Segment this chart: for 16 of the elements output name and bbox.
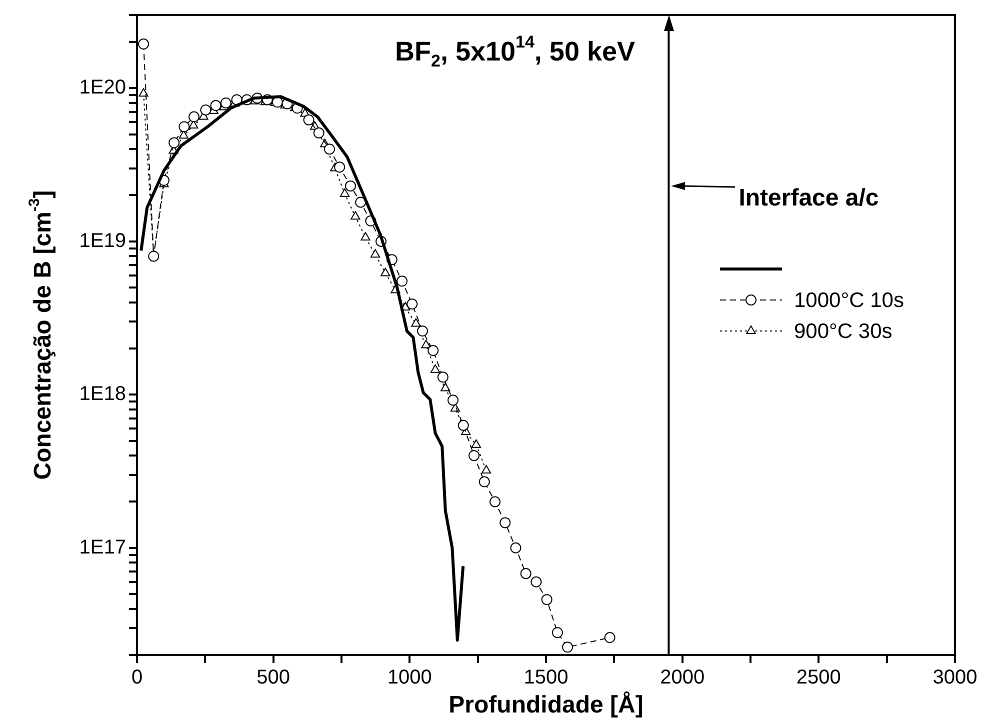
annotation: Interface a/c bbox=[738, 184, 879, 212]
x-tick-label: 1500 bbox=[524, 666, 568, 689]
y-tick-label: 1E18 bbox=[79, 383, 126, 406]
x-tick-label: 2000 bbox=[660, 666, 705, 689]
legend-label: 900°C 30s bbox=[794, 320, 892, 343]
y-axis-title: Concentração de B [cm-3] bbox=[26, 190, 57, 480]
x-tick-label: 2500 bbox=[796, 666, 841, 689]
legend-label: 1000°C 10s bbox=[794, 288, 904, 312]
x-axis-title: Profundidade [Å] bbox=[448, 690, 644, 719]
y-tick-label: 1E20 bbox=[79, 76, 126, 99]
x-tick-label: 3000 bbox=[932, 666, 978, 689]
y-tick-label: 1E19 bbox=[79, 230, 126, 252]
x-tick-label: 500 bbox=[256, 666, 290, 689]
y-tick-label: 1E17 bbox=[79, 536, 126, 558]
x-tick-label: 0 bbox=[131, 666, 143, 689]
x-tick-label: 1000 bbox=[387, 666, 432, 689]
